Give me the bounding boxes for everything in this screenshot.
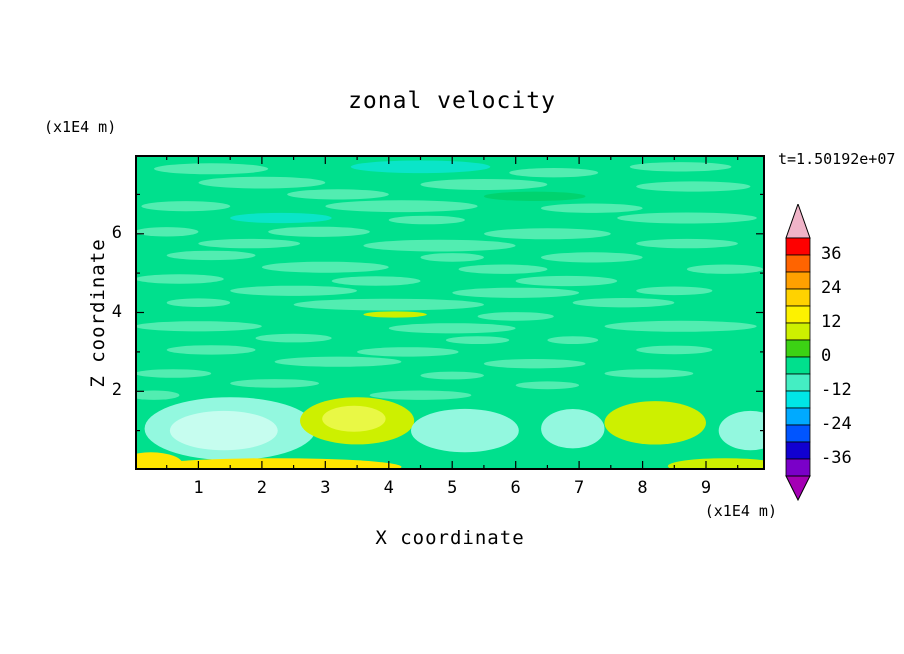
x-axis-unit-label: (x1E4 m) xyxy=(704,502,777,520)
colorbar-tick-label: 12 xyxy=(821,312,842,332)
x-tick-label: 8 xyxy=(637,478,648,498)
x-tick-label: 2 xyxy=(256,478,267,498)
x-tick-label: 3 xyxy=(320,478,331,498)
colorbar-tick-label: -36 xyxy=(821,448,852,468)
x-tick-label: 4 xyxy=(383,478,394,498)
z-tick-label: 2 xyxy=(111,380,122,401)
x-axis-title: X coordinate xyxy=(375,527,525,549)
colorbar xyxy=(785,204,811,502)
colorbar-tick-label: -12 xyxy=(821,380,852,400)
colorbar-tick-label: -24 xyxy=(821,414,852,434)
chart-title: zonal velocity xyxy=(348,88,556,114)
x-tick-label: 9 xyxy=(700,478,712,498)
colorbar-tick-label: 24 xyxy=(821,278,842,298)
x-tick-label: 7 xyxy=(573,478,585,498)
x-tick-label: 6 xyxy=(510,478,521,498)
x-tick-label: 5 xyxy=(447,478,458,498)
z-tick-label: 4 xyxy=(111,301,122,322)
time-annotation: t=1.50192e+07 xyxy=(778,150,896,168)
z-axis-unit-label: (x1E4 m) xyxy=(44,118,117,136)
z-tick-label: 6 xyxy=(111,222,122,243)
contour-field-plot xyxy=(135,155,765,470)
colorbar-tick-label: 36 xyxy=(821,244,842,264)
colorbar-tick-label: 0 xyxy=(821,346,832,366)
x-tick-label: 1 xyxy=(193,478,204,498)
